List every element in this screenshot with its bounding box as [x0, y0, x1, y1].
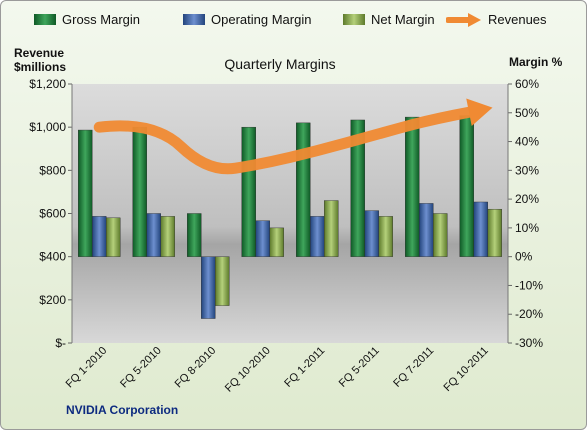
operating-margin-bar: [419, 203, 434, 257]
right-tick-label: 30%: [515, 163, 539, 177]
right-tick-label: 10%: [515, 221, 539, 235]
left-axis-title-line1: Revenue: [14, 46, 65, 60]
legend-item-gross-margin: Gross Margin: [34, 12, 140, 27]
operating-margin-bar: [255, 220, 270, 257]
operating-margin-bar: [146, 213, 161, 257]
right-axis: -30% -20% -10% 0% 10% 20% 30% 40% 50% 60%: [507, 77, 543, 350]
right-tick-label: 0%: [515, 250, 533, 264]
legend-item-revenues: Revenues: [446, 12, 547, 27]
legend-arrow-icon: [446, 12, 481, 27]
right-tick-label: -30%: [515, 336, 543, 350]
gross-margin-bar: [459, 115, 474, 257]
net-margin-bar: [160, 216, 175, 257]
right-tick-label: 40%: [515, 135, 539, 149]
legend-label-net: Net Margin: [371, 12, 435, 27]
gross-margin-bar: [296, 122, 311, 257]
right-tick-label: 20%: [515, 192, 539, 206]
gross-margin-bar: [132, 126, 147, 257]
net-margin-bar: [324, 200, 339, 257]
net-margin-bar: [433, 213, 448, 257]
legend-item-operating-margin: Operating Margin: [183, 12, 311, 27]
right-tick-label: -20%: [515, 307, 543, 321]
chart-title: Quarterly Margins: [224, 56, 336, 72]
x-tick-label: FQ 10-2010: [223, 345, 273, 395]
gross-margin-bar: [78, 129, 93, 257]
bar-series: [78, 115, 502, 319]
operating-margin-bar: [473, 201, 488, 257]
x-tick-label: FQ 1-2010: [64, 345, 110, 391]
gross-margin-bar: [241, 126, 256, 257]
left-axis-title-line2: $millions: [14, 60, 67, 74]
left-tick-label: $400: [39, 250, 66, 264]
net-margin-bar: [269, 227, 284, 257]
operating-margin-bar: [201, 256, 216, 319]
right-axis-title: Margin %: [509, 55, 563, 69]
x-axis: FQ 1-2010 FQ 5-2010 FQ 8-2010 FQ 10-2010 FQ …: [64, 345, 491, 395]
legend-label-revenues: Revenues: [488, 12, 547, 27]
company-label: NVIDIA Corporation: [66, 403, 179, 417]
left-axis: $- $200 $400 $600 $800 $1,000 $1,200: [29, 77, 73, 350]
legend-swatch-operating: [183, 14, 205, 25]
operating-margin-bar: [364, 210, 379, 257]
left-tick-label: $1,000: [29, 120, 66, 134]
x-tick-label: FQ 7-2011: [391, 345, 436, 390]
x-tick-label: FQ 5-2010: [118, 345, 164, 391]
revenue-series: [93, 98, 493, 175]
x-tick-label: FQ 5-2011: [337, 345, 382, 390]
right-tick-label: -10%: [515, 278, 543, 292]
right-tick-label: 50%: [515, 106, 539, 120]
legend-label-gross: Gross Margin: [62, 12, 141, 27]
x-tick-label: FQ 10-2011: [441, 345, 490, 394]
net-margin-bar: [215, 256, 230, 306]
x-tick-label: FQ 1-2011: [282, 345, 327, 390]
legend: Gross Margin Operating Margin Net Margin…: [0, 12, 587, 32]
legend-swatch-gross: [34, 14, 56, 25]
left-tick-label: $200: [39, 293, 66, 307]
left-tick-label: $600: [39, 207, 66, 221]
gross-margin-bar: [187, 213, 202, 257]
legend-swatch-net: [343, 14, 365, 25]
legend-label-operating: Operating Margin: [211, 12, 312, 27]
net-margin-bar: [106, 217, 121, 257]
left-tick-label: $800: [39, 163, 66, 177]
left-tick-label: $-: [55, 336, 66, 350]
net-margin-bar: [378, 216, 393, 257]
operating-margin-bar: [310, 216, 325, 257]
gross-margin-bar: [405, 116, 420, 257]
revenue-arrowhead: [466, 98, 493, 126]
left-axis-title: Revenue $millions: [14, 46, 66, 74]
operating-margin-bar: [92, 216, 107, 257]
revenue-line: [93, 106, 475, 175]
gross-margin-bar: [350, 119, 365, 257]
left-tick-label: $1,200: [29, 77, 66, 91]
net-margin-bar: [487, 208, 502, 257]
legend-item-net-margin: Net Margin: [343, 12, 435, 27]
right-tick-label: 60%: [515, 77, 539, 91]
x-tick-label: FQ 8-2010: [173, 345, 219, 391]
